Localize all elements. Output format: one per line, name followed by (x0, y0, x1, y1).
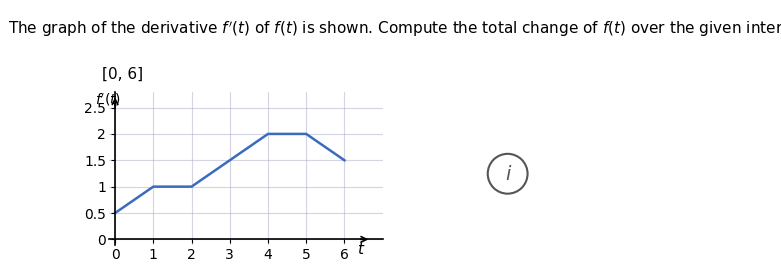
Text: $f^{\prime}(t)$: $f^{\prime}(t)$ (95, 91, 121, 108)
Text: i: i (505, 165, 510, 184)
Text: $t$: $t$ (358, 241, 366, 257)
Text: [0, 6]: [0, 6] (102, 67, 143, 82)
Text: The graph of the derivative $f^{\prime}(t)$ of $f(t)$ is shown. Compute the tota: The graph of the derivative $f^{\prime}(… (8, 19, 781, 39)
